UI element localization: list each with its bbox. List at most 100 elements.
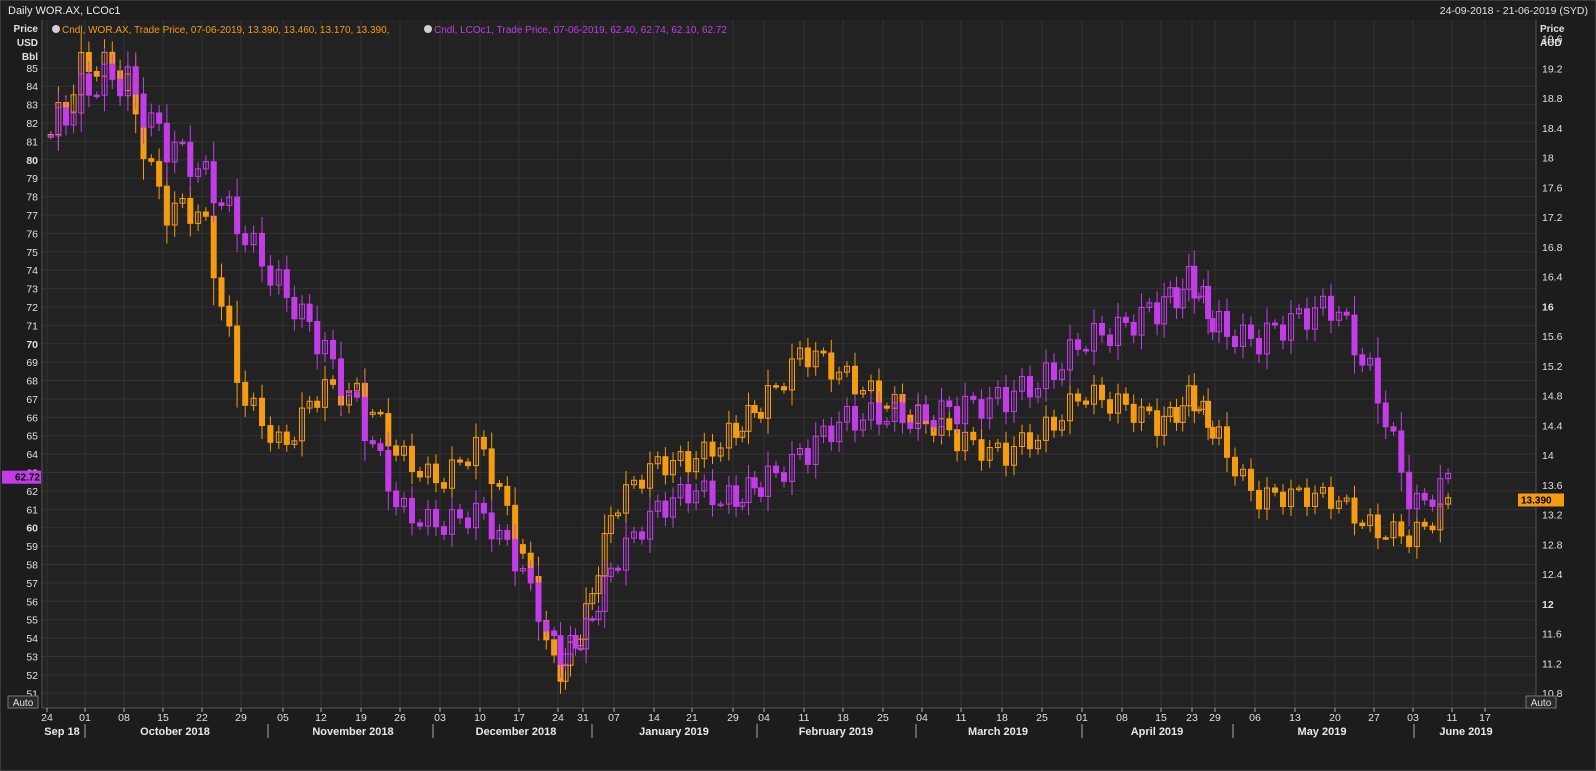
lco-candle [1288,313,1294,341]
left-tick-label: 84 [26,81,38,93]
lco-candle [962,395,969,425]
lco-candle [1312,307,1318,330]
left-tick-label: 65 [26,431,38,443]
x-day-label: 23 [1186,712,1198,724]
auto-right-frame[interactable] [1525,695,1557,709]
auto-right-button[interactable]: Auto [1525,695,1557,709]
lco-candle [93,94,100,98]
lco-candle [409,497,415,524]
left-tick-label: 85 [26,63,38,75]
lco-candle [1107,334,1113,347]
lco-candle [1173,287,1180,309]
wor-candle [441,482,447,489]
x-day-label: 08 [1116,712,1128,724]
wor-candle [1224,426,1230,458]
wor-candle [1296,487,1302,491]
x-day-label: 11 [799,712,810,724]
lco-candle [1011,390,1017,413]
x-day-label: 18 [996,712,1008,724]
lco-candle [765,465,771,497]
right-tick-label: 16.8 [1542,242,1563,254]
wor-candle [1099,384,1105,401]
wor-candle [1304,487,1310,508]
lco-candle [1115,316,1121,347]
auto-right-label[interactable]: Auto [1531,698,1552,709]
right-tick-label: 19.2 [1542,63,1563,75]
lco-candle [1179,288,1186,309]
wor-candle [267,425,274,443]
wor-candle [828,352,835,380]
left-current-value: 62.72 [15,473,40,484]
wor-candle [504,485,511,506]
lco-candle [417,522,423,527]
lco-candle [781,472,787,482]
wor-candle [195,211,202,224]
wor-candle [1091,384,1097,405]
wor-candle [1067,393,1073,422]
wor-candle [804,347,811,368]
lco-candle [354,392,360,398]
wor-candle [1179,405,1186,423]
wor-candle [883,405,890,409]
lco-candle [677,483,684,499]
wor-candle [242,381,249,406]
right-axis-title-line-1: Price [1540,24,1565,35]
x-day-label: 04 [758,712,770,724]
lco-candle [978,399,985,419]
wor-candle [615,512,621,517]
wor-candle [1240,468,1246,477]
lco-candle [1445,472,1452,480]
x-day-label: 15 [157,712,169,724]
wor-candle [1406,535,1413,548]
wor-candle [93,71,100,77]
x-day-label: 26 [394,712,406,724]
auto-left-label[interactable]: Auto [13,698,34,709]
x-day-label: 18 [837,712,849,724]
wor-candle [306,400,313,409]
lco-candle [828,425,835,443]
wor-candle [250,397,257,406]
auto-left-button[interactable]: Auto [7,695,39,709]
right-current-tag: 13.390 [1518,493,1564,507]
right-tick-label: 18.8 [1542,93,1563,105]
wor-candle [1312,492,1318,508]
wor-candle [551,639,558,656]
wor-candle [465,461,471,467]
wor-candle [1272,487,1278,493]
lco-candle [78,73,85,114]
left-axis-title-line-2: USD [17,38,38,49]
right-tick-label: 16 [1542,301,1554,313]
wor-candle [1359,522,1366,527]
wor-candle [701,441,708,460]
grid-lines [42,20,1536,708]
lco-candle [1043,362,1049,390]
lco-candle [631,531,637,539]
wor-candle [1335,500,1342,509]
wor-candle [1343,497,1350,502]
lco-candle [883,420,890,425]
x-day-label: 17 [1479,712,1491,724]
lco-candles [47,48,1452,679]
lco-candle [55,107,62,137]
left-tick-label: 55 [26,615,38,627]
x-day-label: 20 [1329,712,1341,724]
auto-left-frame[interactable] [7,695,39,709]
lco-candle [1003,387,1009,413]
x-day-label: 17 [513,712,525,724]
wor-candle [1248,468,1254,491]
wor-candle [662,456,669,476]
left-tick-label: 61 [26,504,38,516]
lco-candle [275,269,282,286]
right-tick-label: 15.6 [1542,331,1563,343]
lco-candle [1320,295,1326,309]
lco-candle [361,396,368,442]
wor-candle [1035,439,1041,450]
wor-candle [409,445,415,472]
lco-candle [1421,492,1428,501]
wor-candle [393,445,400,456]
wor-candle [291,440,298,445]
lco-candle [195,168,202,177]
wor-candle [1367,514,1374,527]
wor-candle [148,158,155,162]
lco-candle [1437,478,1444,507]
